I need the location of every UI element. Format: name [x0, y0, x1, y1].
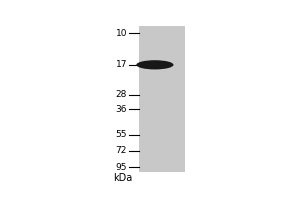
- Text: kDa: kDa: [114, 173, 133, 183]
- Text: 95: 95: [116, 163, 127, 172]
- Bar: [139, 26, 185, 172]
- Text: 72: 72: [116, 146, 127, 155]
- Text: 55: 55: [116, 130, 127, 139]
- Text: 10: 10: [116, 29, 127, 38]
- Text: 28: 28: [116, 90, 127, 99]
- Text: 17: 17: [116, 60, 127, 69]
- Text: 36: 36: [116, 105, 127, 114]
- Ellipse shape: [136, 60, 173, 69]
